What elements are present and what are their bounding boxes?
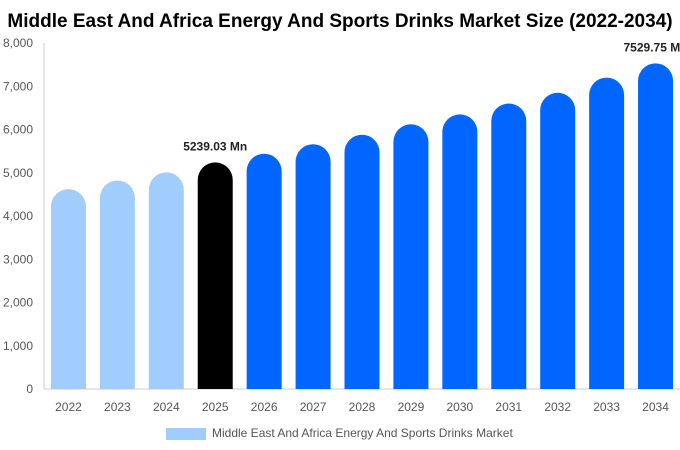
y-tick-label: 2,000 <box>3 296 33 310</box>
bar-2024 <box>148 172 184 389</box>
x-tick-label: 2023 <box>104 400 131 414</box>
y-tick-label: 1,000 <box>3 339 33 353</box>
x-tick-label: 2030 <box>446 400 473 414</box>
bar-2028 <box>344 134 380 389</box>
bar-2032 <box>540 92 576 390</box>
bar-2026 <box>246 153 282 389</box>
x-tick-label: 2032 <box>544 400 571 414</box>
data-labels: 5239.03 Mn 7529.75 Mn <box>183 40 680 153</box>
y-tick-label: 0 <box>26 382 33 396</box>
y-axis: 0 1,000 2,000 3,000 4,000 5,000 6,000 7,000 8,00… <box>3 36 45 396</box>
data-label: 5239.03 Mn <box>183 139 247 153</box>
legend: Middle East And Africa Energy And Sports… <box>166 426 513 440</box>
x-tick-label: 2024 <box>153 400 180 414</box>
bar-2034 <box>638 63 674 389</box>
legend-label: Middle East And Africa Energy And Sports… <box>212 426 513 440</box>
x-tick-label: 2028 <box>349 400 376 414</box>
bar-2022 <box>50 189 86 389</box>
x-tick-label: 2025 <box>202 400 229 414</box>
y-tick-label: 7,000 <box>3 79 33 93</box>
legend-swatch <box>166 428 206 440</box>
y-tick-label: 3,000 <box>3 252 33 266</box>
chart-title: Middle East And Africa Energy And Sports… <box>7 11 672 32</box>
x-tick-label: 2029 <box>398 400 425 414</box>
bar-2025 <box>197 162 233 389</box>
x-tick-label: 2031 <box>495 400 522 414</box>
x-tick-label: 2027 <box>300 400 327 414</box>
y-tick-label: 4,000 <box>3 209 33 223</box>
bar-2031 <box>491 103 527 390</box>
x-axis: 2022 2023 2024 2025 2026 2027 2028 2029 2030 2031… <box>44 388 680 414</box>
y-tick-label: 8,000 <box>3 36 33 50</box>
x-tick-label: 2026 <box>251 400 278 414</box>
y-tick-label: 5,000 <box>3 166 33 180</box>
bar-2030 <box>442 114 478 390</box>
data-label: 7529.75 Mn <box>624 40 680 54</box>
bar-2023 <box>99 180 135 389</box>
x-tick-label: 2022 <box>55 400 82 414</box>
bars <box>50 63 674 390</box>
bar-2033 <box>589 77 625 389</box>
bar-2027 <box>295 144 331 389</box>
y-tick-label: 6,000 <box>3 123 33 137</box>
x-tick-label: 2034 <box>642 400 669 414</box>
x-tick-label: 2033 <box>593 400 620 414</box>
bar-2029 <box>393 124 429 390</box>
